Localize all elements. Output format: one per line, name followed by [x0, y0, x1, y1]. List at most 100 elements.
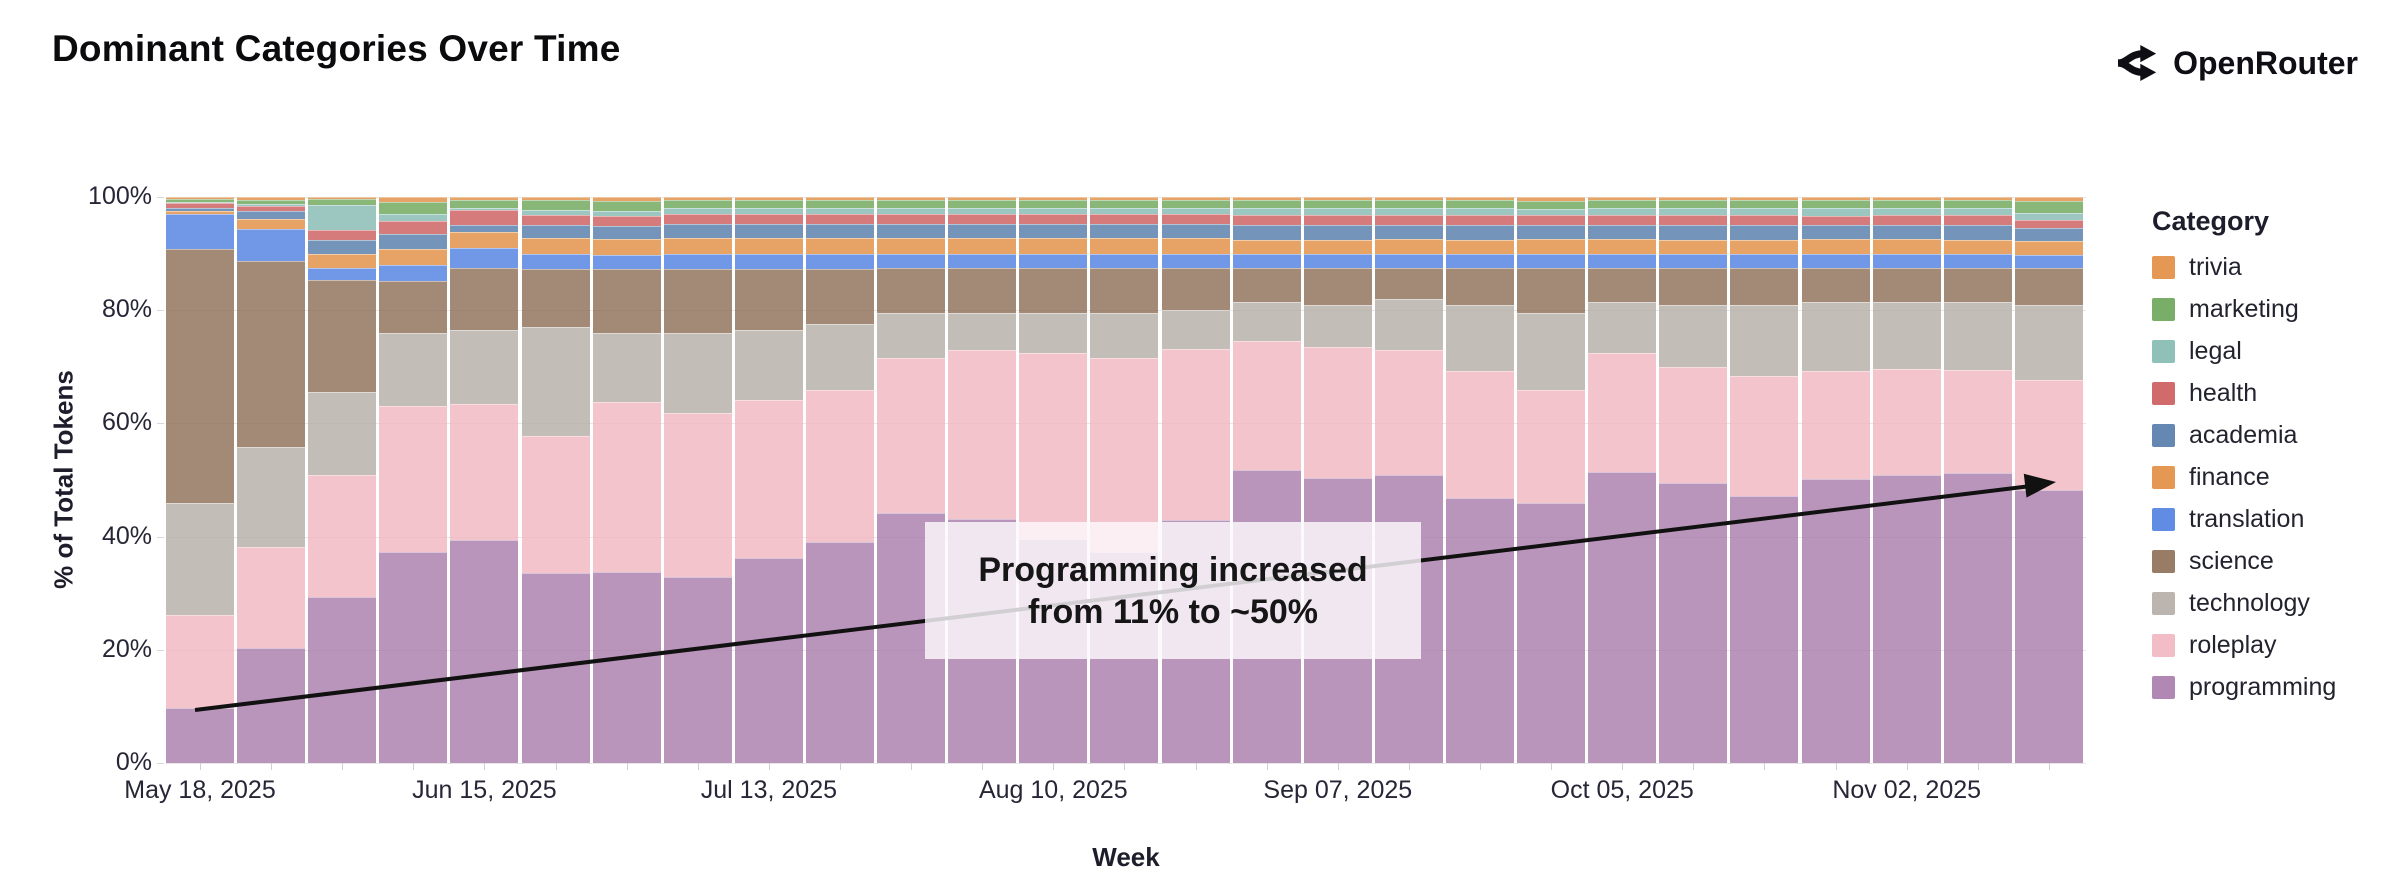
bar-segment-translation [1090, 253, 1159, 269]
x-tick-mark [2048, 763, 2050, 770]
bar-segment-technology [877, 313, 946, 359]
bar-segment-legal [1872, 207, 1941, 216]
x-tick-mark [1977, 763, 1979, 770]
bar-segment-translation [521, 253, 590, 270]
bar-segment-finance [1588, 238, 1657, 254]
openrouter-icon [2113, 40, 2159, 86]
bar-segment-roleplay [1303, 347, 1372, 479]
bar-segment-health [877, 214, 946, 224]
bar-segment-marketing [1374, 199, 1443, 208]
bar-segment-science [1801, 268, 1870, 303]
bar-segment-trivia [1232, 197, 1301, 200]
legend-label: health [2189, 379, 2258, 407]
bar-segment-marketing [1161, 199, 1230, 208]
bar-segment-legal [806, 207, 874, 215]
bar-segment-finance [948, 238, 1017, 254]
bar-segment-academia [948, 223, 1017, 239]
bar-segment-programming [521, 573, 590, 763]
bar-segment-programming [1588, 471, 1657, 763]
bar-segment-translation [2014, 255, 2083, 268]
bar-segment-trivia [1659, 197, 1728, 200]
bar-segment-legal [734, 207, 803, 215]
bar-segment-academia [1730, 224, 1799, 240]
bar-week-sep-21-2025 [1446, 197, 1514, 763]
bar-segment-programming [663, 576, 732, 763]
bar-segment-translation [166, 214, 234, 250]
bar-segment-roleplay [1872, 368, 1941, 475]
bar-segment-technology [734, 330, 803, 401]
bar-segment-finance [1659, 239, 1728, 255]
bar-segment-health [663, 214, 732, 225]
bar-week-aug-03-2025 [948, 197, 1017, 763]
x-tick-mark [555, 763, 557, 770]
legend-swatch-science [2152, 550, 2175, 573]
x-tick-mark [1124, 763, 1126, 770]
bar-segment-legal [1161, 207, 1230, 215]
bar-segment-programming [1517, 503, 1586, 763]
bar-segment-trivia [1446, 197, 1514, 200]
bar-segment-health [806, 214, 874, 225]
bar-segment-academia [1801, 225, 1870, 240]
bar-segment-technology [237, 446, 306, 547]
bar-segment-trivia [1588, 197, 1657, 200]
bar-week-aug-31-2025 [1232, 197, 1301, 763]
bar-segment-technology [1090, 313, 1159, 359]
bar-segment-trivia [1872, 197, 1941, 200]
bar-segment-translation [877, 253, 946, 269]
bar-segment-finance [379, 248, 448, 265]
bar-segment-technology [1943, 301, 2012, 371]
bar-segment-programming [1446, 498, 1514, 763]
x-tick-mark [1337, 763, 1339, 770]
bar-segment-legal [1090, 207, 1159, 215]
bar-segment-health [948, 214, 1017, 224]
bar-segment-academia [1019, 223, 1088, 239]
bar-week-oct-05-2025 [1588, 197, 1657, 763]
bar-segment-legal [166, 202, 234, 204]
x-tick-mark [626, 763, 628, 770]
legend-item-roleplay: roleplay [2152, 631, 2336, 660]
legend-item-science: science [2152, 547, 2336, 576]
bar-segment-technology [806, 324, 874, 391]
bar-segment-legal [663, 207, 732, 215]
bar-segment-health [1161, 214, 1230, 224]
bar-segment-finance [1161, 238, 1230, 254]
bar-segment-technology [308, 391, 377, 475]
bar-segment-trivia [1730, 197, 1799, 200]
bar-segment-science [308, 280, 377, 392]
bar-segment-roleplay [379, 406, 448, 552]
bar-segment-roleplay [166, 615, 234, 709]
y-tick-mark [157, 649, 164, 651]
bar-segment-roleplay [521, 436, 590, 574]
bar-segment-trivia [1943, 197, 2012, 200]
bar-segment-science [1161, 268, 1230, 311]
y-axis-title: % of Total Tokens [48, 370, 79, 589]
bar-segment-marketing [1232, 199, 1301, 208]
bar-segment-academia [237, 210, 306, 220]
bar-segment-health [1588, 215, 1657, 225]
x-tick-mark [1835, 763, 1837, 770]
legend-swatch-health [2152, 382, 2175, 405]
x-tick-label: Oct 05, 2025 [1550, 776, 1694, 804]
bar-segment-health [379, 220, 448, 234]
bar-segment-technology [1588, 301, 1657, 354]
bar-segment-trivia [2014, 197, 2083, 202]
bar-segment-health [1232, 214, 1301, 225]
bar-segment-science [379, 280, 448, 334]
bar-segment-health [1019, 214, 1088, 224]
bar-week-oct-26-2025 [1801, 197, 1870, 763]
bar-segment-marketing [1730, 199, 1799, 208]
bar-segment-legal [1374, 207, 1443, 215]
bar-segment-legal [1659, 207, 1728, 215]
openrouter-logo: OpenRouter [2113, 40, 2358, 86]
bar-segment-technology [1019, 313, 1088, 353]
bar-segment-roleplay [2014, 379, 2083, 491]
bar-week-oct-19-2025 [1730, 197, 1799, 763]
bar-segment-finance [521, 237, 590, 254]
x-tick-mark [768, 763, 770, 770]
bar-segment-marketing [1517, 201, 1586, 209]
bar-segment-technology [592, 332, 661, 402]
bar-segment-marketing [663, 199, 732, 208]
bar-segment-marketing [379, 201, 448, 215]
bar-week-jun-08-2025 [379, 197, 448, 763]
bar-week-jul-27-2025 [877, 197, 946, 763]
